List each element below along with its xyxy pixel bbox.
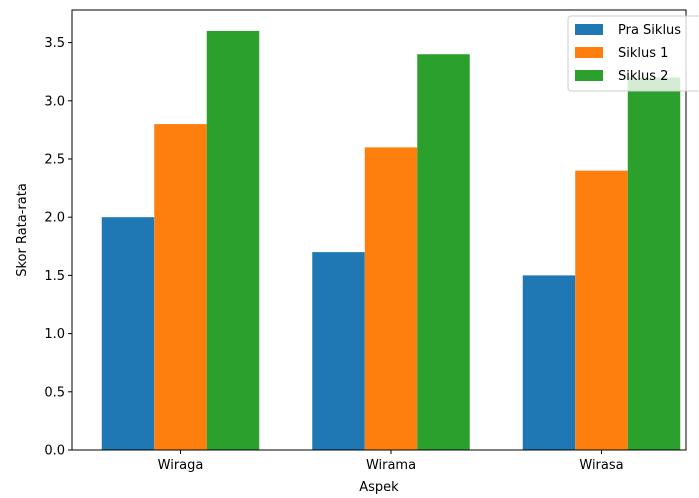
legend-swatch <box>575 70 603 81</box>
axes-layer: Wiraga Wirama Wirasa 0.0 0.5 1.0 1.5 2.0 2.5 3.0 3… <box>44 9 687 473</box>
x-tick-label: Wirasa <box>579 458 623 473</box>
plot-frame <box>71 9 687 451</box>
legend-swatch <box>575 24 603 35</box>
y-tick-label: 2.0 <box>44 211 65 226</box>
bar-siklus-2-wirasa <box>627 77 681 450</box>
y-tick-label: 3.5 <box>44 36 65 51</box>
bar-pra-siklus-wiraga <box>101 217 155 450</box>
y-tick-label: 0.5 <box>44 385 65 400</box>
legend-swatch <box>575 47 603 58</box>
y-tick-label: 1.5 <box>44 269 65 284</box>
bar-siklus-1-wiraga <box>154 124 207 451</box>
legend-label: Siklus 1 <box>618 46 668 61</box>
x-axis-label: Aspek <box>359 480 399 495</box>
bar-siklus-1-wirama <box>364 147 418 450</box>
y-axis-label: Skor Rata-rata <box>15 183 30 277</box>
legend: Pra Siklus Siklus 1 Siklus 2 <box>567 15 699 92</box>
legend-label: Pra Siklus <box>618 23 681 38</box>
x-tick-label: Wirama <box>366 458 416 473</box>
x-tick-label: Wiraga <box>158 458 204 473</box>
y-tick-label: 2.5 <box>44 152 65 167</box>
bar-siklus-1-wirasa <box>575 170 628 450</box>
bars-layer <box>101 30 681 451</box>
legend-label: Siklus 2 <box>618 69 668 84</box>
bar-siklus-2-wiraga <box>206 30 260 450</box>
y-tick-label: 1.0 <box>44 327 65 342</box>
bar-pra-siklus-wirasa <box>522 275 576 450</box>
bar-pra-siklus-wirama <box>312 252 365 450</box>
y-tick-label: 0.0 <box>44 444 65 459</box>
bar-siklus-2-wirama <box>417 54 470 451</box>
y-tick-label: 3.0 <box>44 94 65 109</box>
